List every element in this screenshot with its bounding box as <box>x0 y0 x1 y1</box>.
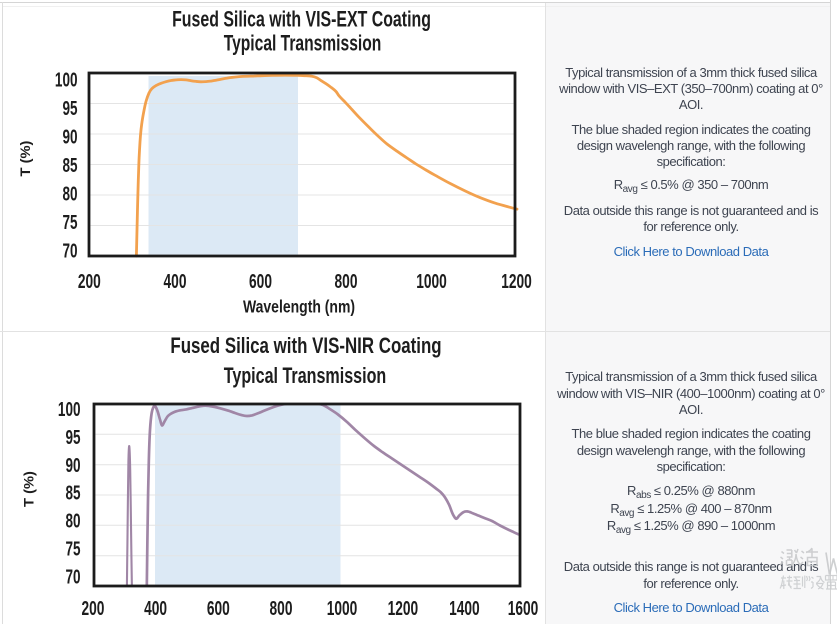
svg-text:70: 70 <box>65 565 80 589</box>
svg-text:90: 90 <box>62 125 77 149</box>
svg-text:800: 800 <box>270 596 293 619</box>
svg-text:Typical Transmission: Typical Transmission <box>224 32 382 56</box>
svg-text:T (%): T (%) <box>22 471 38 507</box>
svg-text:95: 95 <box>65 425 80 449</box>
svg-text:75: 75 <box>62 210 77 234</box>
svg-text:1600: 1600 <box>508 596 539 619</box>
svg-text:600: 600 <box>249 269 272 292</box>
svg-text:1000: 1000 <box>327 596 358 619</box>
svg-text:Fused Silica with VIS-EXT Coat: Fused Silica with VIS-EXT Coating <box>172 8 431 32</box>
svg-text:200: 200 <box>81 596 104 619</box>
svg-text:1400: 1400 <box>449 596 480 619</box>
svg-text:90: 90 <box>65 453 80 477</box>
svg-text:1000: 1000 <box>416 269 447 292</box>
svg-text:80: 80 <box>62 182 77 206</box>
svg-text:75: 75 <box>65 537 80 561</box>
svg-text:100: 100 <box>58 397 81 421</box>
svg-text:Fused Silica with VIS-NIR Coat: Fused Silica with VIS-NIR Coating <box>170 334 441 359</box>
svg-text:85: 85 <box>62 153 77 177</box>
svg-text:200: 200 <box>78 269 101 292</box>
svg-text:85: 85 <box>65 481 80 505</box>
svg-text:Typical Transmission: Typical Transmission <box>224 365 386 389</box>
svg-text:80: 80 <box>65 509 80 533</box>
svg-text:100: 100 <box>55 68 78 92</box>
svg-text:1200: 1200 <box>501 269 532 292</box>
svg-text:400: 400 <box>164 269 187 292</box>
svg-text:1200: 1200 <box>388 596 419 619</box>
svg-text:Wavelength (nm): Wavelength (nm) <box>243 298 355 317</box>
svg-text:95: 95 <box>62 96 77 120</box>
svg-text:400: 400 <box>144 596 167 619</box>
svg-text:600: 600 <box>207 596 230 619</box>
svg-text:T (%): T (%) <box>18 140 34 176</box>
svg-text:70: 70 <box>62 239 77 263</box>
svg-text:800: 800 <box>335 269 358 292</box>
